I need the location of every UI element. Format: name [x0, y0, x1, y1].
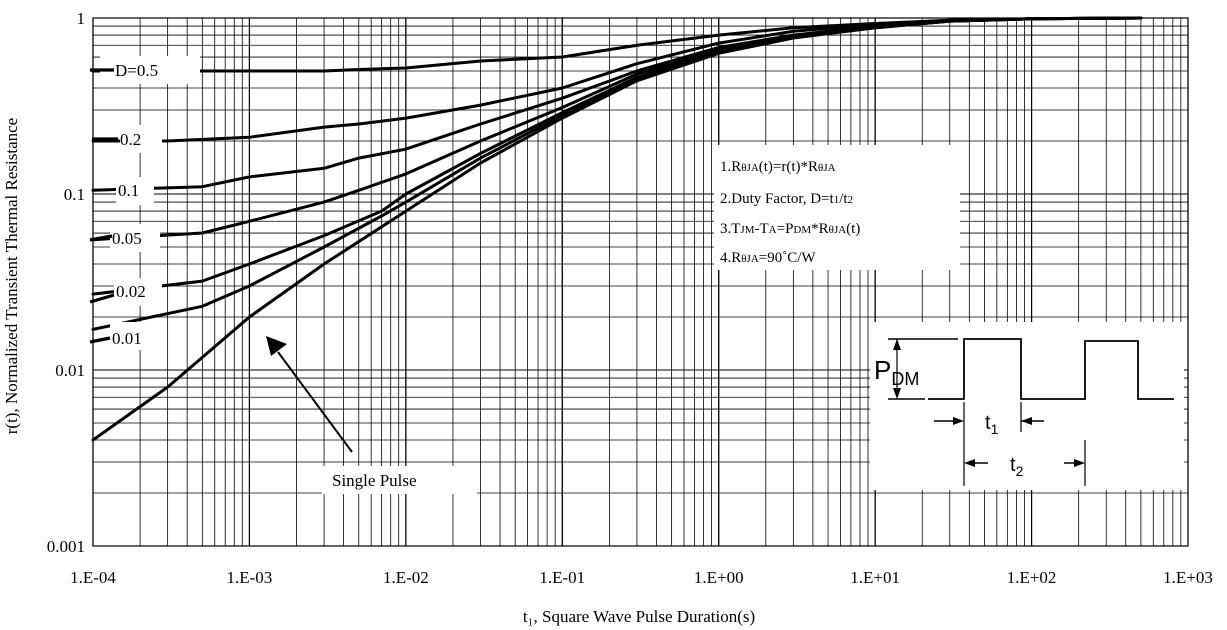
note-1: 1.RθJA(t)=r(t)*RθJA — [720, 159, 836, 175]
x-tick-label: 1.E+02 — [1007, 568, 1057, 587]
notes-box: 1.RθJA(t)=r(t)*RθJA 2.Duty Factor, D=t1/… — [714, 145, 960, 270]
y-tick-label: 0.001 — [47, 537, 85, 556]
tick-labels: 1.E-04 1.E-03 1.E-02 1.E-01 1.E+00 1.E+01 1.E+… — [47, 9, 1213, 587]
pulse-waveform — [928, 338, 1174, 400]
y-tick-label: 0.01 — [55, 361, 85, 380]
series-line-6 — [91, 16, 1143, 331]
x-axis-label: t₁, Square Wave Pulse Duration(s) — [523, 607, 755, 626]
note-4: 4.RθJA=90˚C/W — [720, 250, 816, 266]
label-d001: 0.01 — [112, 329, 142, 348]
plot-grid — [92, 17, 1189, 547]
series-line-3 — [91, 16, 1143, 192]
series-line-5 — [91, 16, 1143, 296]
note-3: 3.TJM-TA=PDM*RθJA(t) — [720, 221, 860, 237]
plot-frame — [92, 17, 1189, 547]
pulse-diagram: PDM t1 t2 — [870, 322, 1184, 490]
x-tick-label: 1.E+00 — [694, 568, 744, 587]
t2-label: t2 — [1010, 454, 1024, 479]
y-tick-label: 1 — [77, 9, 86, 28]
label-single-pulse: Single Pulse — [332, 471, 417, 490]
note-2: 2.Duty Factor, D=t1/t2 — [720, 191, 853, 207]
y-axis-label: r(t), Normalized Transient Thermal Resis… — [2, 118, 21, 434]
label-d02: 0.2 — [120, 130, 141, 149]
single-pulse-arrow — [266, 336, 353, 453]
series-line-7 — [91, 16, 1143, 442]
x-tick-label: 1.E+03 — [1163, 568, 1213, 587]
label-d05: D=0.5 — [115, 61, 158, 80]
x-tick-label: 1.E-04 — [70, 568, 116, 587]
t1-label: t1 — [985, 412, 999, 437]
x-tick-label: 1.E-03 — [227, 568, 273, 587]
y-tick-label: 0.1 — [64, 185, 85, 204]
pdm-label: PDM — [874, 355, 919, 389]
x-tick-label: 1.E-02 — [383, 568, 429, 587]
x-tick-label: 1.E-01 — [539, 568, 585, 587]
series-lines — [91, 16, 1143, 442]
label-d005: 0.05 — [112, 229, 142, 248]
label-d01: 0.1 — [118, 181, 139, 200]
label-d002: 0.02 — [116, 282, 146, 301]
curve-labels: D=0.5 0.2 0.1 0.05 0.02 0.01 Single Puls… — [89, 56, 477, 494]
x-tick-label: 1.E+01 — [850, 568, 900, 587]
series-line-4 — [91, 16, 1143, 242]
